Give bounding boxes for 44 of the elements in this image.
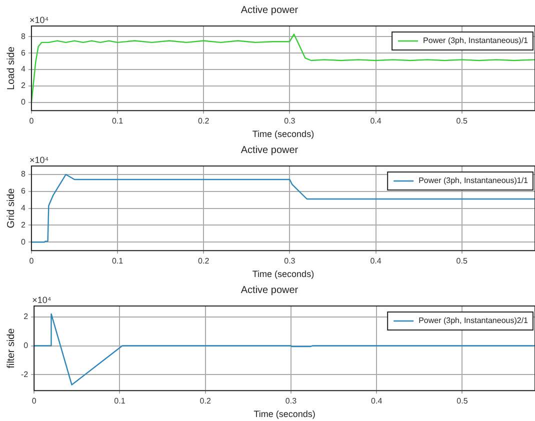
y-tick-label: 0	[20, 237, 26, 246]
y-tick-label: 2	[20, 220, 26, 230]
y-tick-label: 2	[20, 81, 26, 90]
x-tick-label: 0.5	[456, 256, 468, 266]
text: ×10⁴	[29, 14, 49, 25]
legend-label: Power (3ph, Instantaneous)2/1	[418, 316, 529, 326]
y-tick-label: 6	[20, 48, 26, 58]
text: ×10⁴	[32, 294, 52, 305]
x-tick-label: 0.5	[456, 116, 468, 126]
y-tick-label: 4	[20, 64, 26, 74]
y-tick-label: 0	[20, 98, 26, 107]
y-tick-label: 4	[20, 204, 26, 213]
x-tick-label: 0.2	[198, 116, 210, 126]
y-tick-label: 2	[24, 312, 29, 322]
x-axis-title: Time (seconds)	[252, 269, 314, 280]
x-tick-label: 0.1	[112, 116, 124, 126]
y-tick-label: -2	[20, 370, 29, 379]
x-tick-label: 0.4	[371, 396, 383, 406]
y-tick-label: 6	[20, 186, 26, 196]
x-tick-label: 0.1	[114, 396, 126, 406]
chart-title: Active power	[240, 4, 299, 16]
x-tick-label: 0.3	[284, 116, 296, 126]
text: ×10⁴	[29, 154, 49, 165]
y-tick-label: 8	[20, 170, 26, 179]
x-tick-label: 0	[32, 396, 37, 406]
x-tick-label: 0.3	[285, 396, 298, 406]
x-tick-label: 0.4	[370, 256, 382, 266]
legend-label: Power (3ph, Instantaneous)1/1	[418, 176, 529, 186]
chart-title: Active power	[240, 284, 299, 296]
x-tick-label: 0.2	[198, 256, 210, 266]
chart-title: Active power	[240, 144, 299, 156]
x-tick-label: 0.3	[284, 256, 296, 266]
x-tick-label: 0.2	[200, 396, 212, 406]
x-tick-label: 0.5	[456, 396, 468, 406]
y-axis-title: Grid side	[6, 188, 17, 228]
x-tick-label: 0.4	[370, 116, 382, 126]
y-tick-label: 8	[20, 32, 26, 41]
y-tick-label: 0	[24, 340, 29, 350]
x-tick-label: 0.1	[112, 256, 124, 266]
legend-label: Power (3ph, Instantaneous)/1	[423, 36, 529, 46]
x-axis-title: Time (seconds)	[252, 129, 314, 140]
y-axis-title: Load side	[6, 46, 17, 90]
y-axis-title: filter side	[6, 328, 17, 368]
x-axis-title: Time (seconds)	[254, 409, 316, 420]
